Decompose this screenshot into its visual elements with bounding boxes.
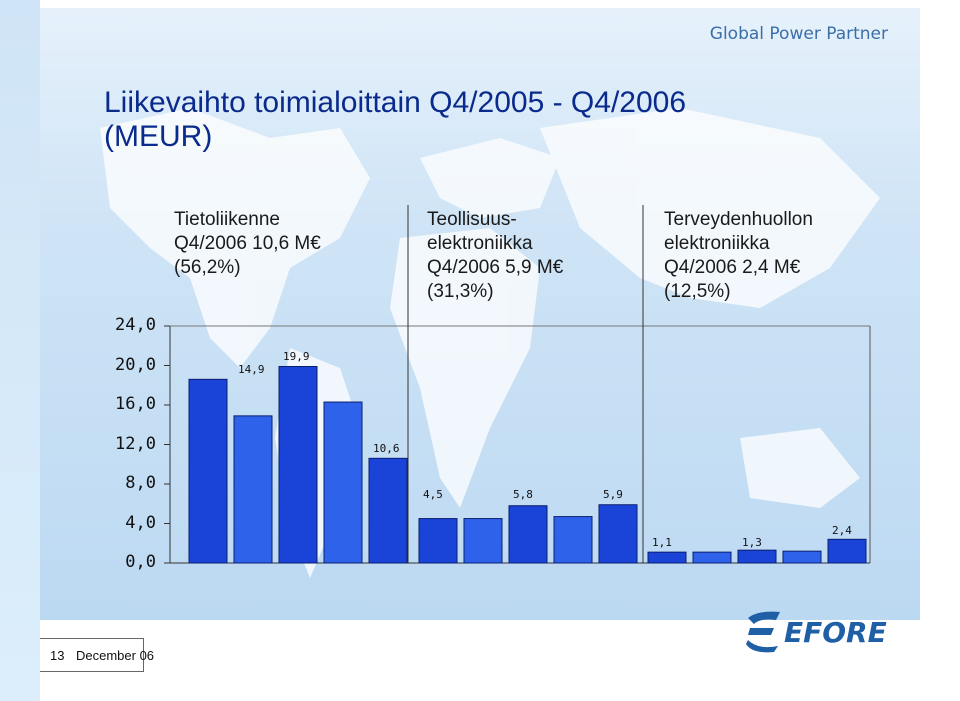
y-tick-label: 12,0 [115, 433, 156, 454]
bar [368, 457, 408, 564]
efore-logo-icon [746, 611, 780, 653]
segment-label-line: Teollisuus- [427, 209, 517, 230]
bar [553, 516, 593, 564]
page-number: 13 [50, 648, 65, 663]
y-tick-label: 16,0 [115, 394, 156, 414]
bar [463, 518, 503, 564]
world-map-icon [100, 108, 880, 578]
y-tick-label: 24,0 [115, 315, 156, 335]
bar-value-label: 1,3 [742, 536, 762, 549]
bar [737, 549, 777, 564]
bar [647, 551, 687, 564]
bar [508, 505, 548, 564]
bar [598, 504, 638, 564]
bar-value-label: 14,9 [238, 363, 265, 377]
left-band [0, 0, 40, 701]
segment-label-line: Q4/2006 2,4 M€ [664, 257, 801, 278]
bar-value-label: 19,9 [283, 350, 310, 364]
bar [233, 415, 273, 564]
bar-value-label: 5,8 [513, 488, 533, 501]
bar-value-label: 10,6 [373, 442, 400, 456]
world-map-background [40, 8, 920, 620]
segment-label-telecom: Tietoliikenne Q4/2006 10,6 M€ (56,2%) [174, 208, 321, 280]
bar [782, 550, 822, 564]
brand-text: Global Power Partner [709, 24, 888, 44]
segment-label-line: Q4/2006 10,6 M€ [174, 233, 321, 254]
bar-value-label: 4,5 [423, 488, 443, 501]
bar [827, 538, 867, 564]
y-tick-label: 4,0 [125, 512, 156, 533]
footer-box [40, 638, 144, 672]
segment-label-line: elektroniikka [664, 233, 770, 254]
bar-value-label: 2,4 [832, 524, 852, 537]
y-tick-label: 20,0 [115, 354, 156, 375]
segment-label-line: Terveydenhuollon [664, 209, 813, 230]
footer-date: December 06 [76, 648, 155, 663]
page-title: Liikevaihto toimialoittain Q4/2005 - Q4/… [104, 86, 686, 154]
bar-value-label: 5,9 [603, 488, 623, 501]
segment-label-healthcare: Terveydenhuollon elektroniikka Q4/2006 2… [664, 208, 813, 304]
segment-label-line: (56,2%) [174, 257, 241, 278]
bar [692, 551, 732, 564]
title-line-1: Liikevaihto toimialoittain Q4/2005 - Q4/… [104, 86, 687, 119]
efore-logo: EFORE [746, 611, 887, 653]
title-line-2: (MEUR) [104, 120, 213, 153]
bar [278, 365, 318, 564]
bar-value-label: 1,1 [652, 536, 672, 549]
segment-label-line: Tietoliikenne [174, 209, 280, 230]
segment-label-line: Q4/2006 5,9 M€ [427, 257, 564, 278]
segment-label-line: elektroniikka [427, 233, 533, 254]
y-tick-label: 8,0 [125, 473, 156, 493]
segment-label-line: (31,3%) [427, 281, 494, 302]
y-tick-label: 0,0 [125, 552, 156, 572]
logo-text: EFORE [784, 616, 887, 649]
bar [418, 518, 458, 564]
bar [188, 378, 228, 564]
segment-label-line: (12,5%) [664, 281, 731, 302]
segment-label-industrial: Teollisuus- elektroniikka Q4/2006 5,9 M€… [427, 208, 563, 304]
bar [323, 401, 363, 564]
